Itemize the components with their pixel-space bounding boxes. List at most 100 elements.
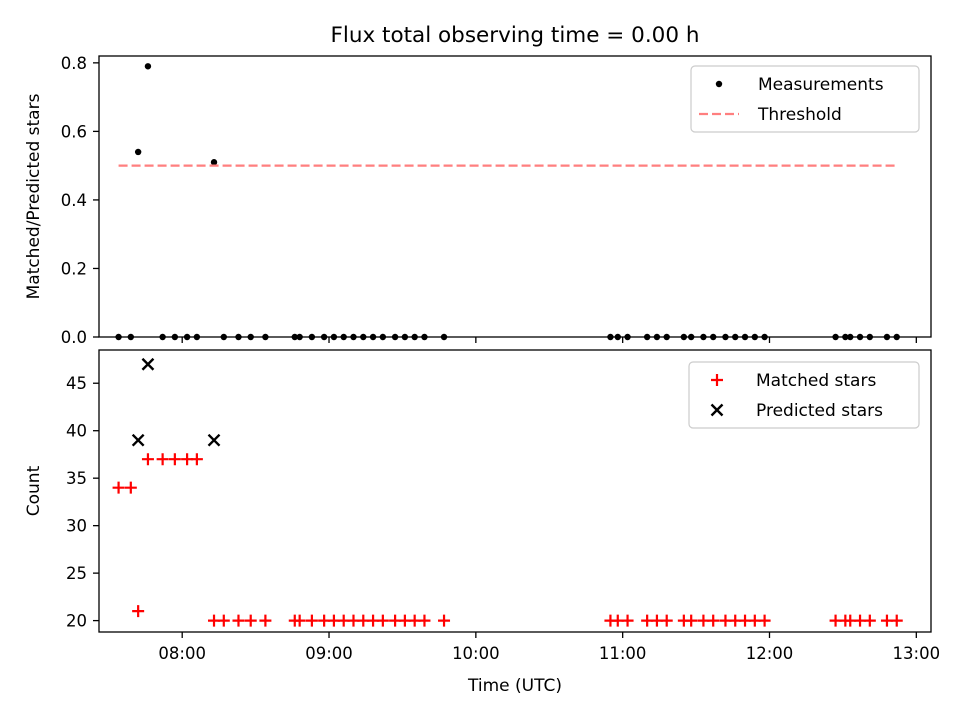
- data-point: [207, 433, 221, 447]
- data-point: [856, 333, 864, 341]
- data-point: [411, 333, 418, 341]
- data-point: [710, 403, 724, 417]
- data-point: [293, 614, 306, 627]
- legend-box: [690, 65, 920, 133]
- data-point: [305, 614, 318, 627]
- data-point: [131, 433, 145, 447]
- x-tick-label: 13:00: [893, 644, 941, 663]
- data-point: [141, 453, 154, 466]
- data-point: [168, 453, 181, 466]
- data-point: [376, 614, 389, 627]
- legend-label: Threshold: [757, 105, 842, 125]
- data-point: [741, 333, 749, 341]
- x-tick-label: 11:00: [599, 644, 647, 663]
- data-point: [866, 333, 874, 341]
- data-point: [758, 614, 771, 627]
- y-tick-label: 30: [66, 517, 87, 536]
- data-point: [761, 333, 768, 341]
- y-tick-label: 0.4: [61, 191, 87, 210]
- data-point: [643, 333, 651, 341]
- panel-1: 0.0 0.2 0.4 0.6 0.8 Matched/Predicted stars Me…: [24, 54, 932, 347]
- figure-title: Flux total observing time = 0.00 h: [331, 23, 700, 48]
- data-point: [156, 453, 169, 466]
- data-point: [235, 333, 242, 341]
- data-point: [663, 333, 670, 341]
- data-point: [296, 333, 303, 341]
- x-tick-label: 12:00: [746, 644, 794, 663]
- data-point: [621, 614, 634, 627]
- data-point: [890, 614, 903, 627]
- data-point: [291, 333, 298, 341]
- data-point: [193, 333, 201, 341]
- data-point: [710, 333, 717, 341]
- panel-2: 08:00 09:00 10:00 11:00 12:00 13:00 20 25 30 35 40…: [24, 349, 941, 663]
- data-point: [340, 333, 347, 341]
- data-point: [680, 333, 688, 341]
- x-tick-label: 10:00: [452, 644, 500, 663]
- series-measurements: [115, 63, 900, 341]
- data-point: [418, 614, 431, 627]
- legend: Measurements Threshold: [690, 65, 920, 133]
- axes-frame: [98, 55, 932, 338]
- data-point: [421, 333, 428, 341]
- data-point: [132, 605, 145, 618]
- data-point: [330, 333, 338, 341]
- series-matched-stars: [112, 453, 903, 627]
- data-point: [614, 333, 621, 341]
- plots: 0.0 0.2 0.4 0.6 0.8 Matched/Predicted stars Me…: [24, 54, 940, 663]
- data-point: [832, 333, 839, 341]
- data-point: [379, 333, 387, 341]
- data-point: [217, 614, 230, 627]
- y-tick-label: 35: [66, 469, 87, 488]
- data-point: [247, 333, 254, 341]
- series-predicted-stars: [131, 357, 221, 447]
- data-point: [127, 333, 135, 341]
- data-point: [711, 374, 723, 386]
- data-point: [171, 333, 179, 341]
- y-tick-label: 0.2: [61, 259, 87, 278]
- data-point: [259, 614, 272, 627]
- data-point: [159, 333, 166, 341]
- y-axis-label: Count: [24, 465, 44, 516]
- data-point: [350, 333, 357, 341]
- data-point: [687, 333, 695, 341]
- legend-box: [688, 361, 920, 429]
- y-tick-label: 20: [66, 612, 87, 631]
- data-point: [707, 614, 720, 627]
- data-point: [134, 148, 142, 156]
- y-tick-label: 0.0: [61, 328, 87, 347]
- data-point: [220, 333, 227, 341]
- y-tick-label: 40: [66, 422, 87, 441]
- legend: Matched stars Predicted stars: [688, 361, 920, 429]
- data-point: [124, 481, 137, 494]
- data-point: [440, 333, 448, 341]
- data-point: [210, 159, 218, 166]
- y-tick-label: 0.8: [61, 54, 87, 73]
- data-point: [320, 333, 328, 341]
- data-point: [751, 333, 759, 341]
- data-point: [722, 333, 729, 341]
- x-tick-label: 09:00: [305, 644, 353, 663]
- data-point: [308, 333, 316, 341]
- data-point: [863, 614, 876, 627]
- data-point: [438, 614, 451, 627]
- data-point: [262, 333, 269, 341]
- x-axis-label: Time (UTC): [467, 676, 562, 696]
- data-point: [715, 80, 723, 88]
- data-point: [369, 333, 377, 341]
- y-tick-label: 25: [66, 564, 87, 583]
- data-point: [732, 333, 739, 341]
- legend-label: Measurements: [758, 75, 884, 95]
- data-point: [141, 357, 155, 371]
- data-point: [115, 333, 122, 341]
- data-point: [842, 333, 849, 341]
- data-point: [685, 614, 698, 627]
- data-point: [624, 333, 631, 341]
- data-point: [847, 333, 854, 341]
- data-point: [232, 614, 245, 627]
- axes-frame: [98, 349, 932, 633]
- legend-label: Predicted stars: [756, 401, 883, 421]
- data-point: [660, 614, 673, 627]
- data-point: [607, 333, 614, 341]
